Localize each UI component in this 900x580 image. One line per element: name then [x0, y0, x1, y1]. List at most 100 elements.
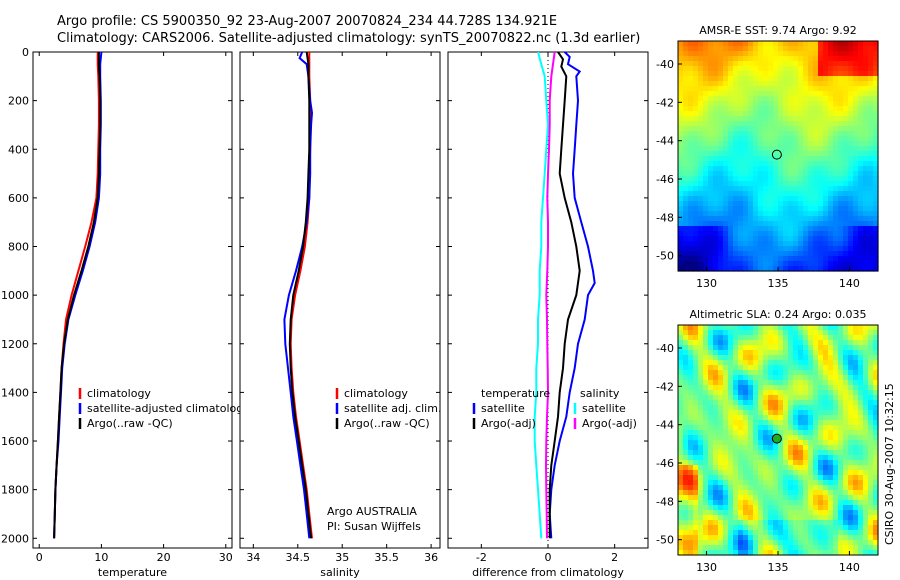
heatmap-cell — [803, 365, 809, 371]
heatmap-cell — [738, 91, 744, 97]
heatmap-cell — [773, 330, 779, 336]
heatmap-cell — [823, 91, 829, 97]
heatmap-cell — [828, 161, 834, 167]
heatmap-cell — [853, 440, 859, 446]
heatmap-cell — [868, 505, 874, 511]
heatmap-cell — [778, 335, 784, 341]
heatmap-cell — [793, 226, 799, 232]
heatmap-cell — [748, 345, 754, 351]
heatmap-cell — [833, 151, 839, 157]
heatmap-cell — [733, 450, 739, 456]
heatmap-cell — [848, 81, 854, 87]
heatmap-cell — [863, 131, 869, 137]
heatmap-cell — [753, 266, 759, 272]
heatmap-cell — [758, 166, 764, 172]
heatmap-cell — [783, 116, 789, 122]
heatmap-cell — [803, 475, 809, 481]
heatmap-cell — [823, 46, 829, 52]
heatmap-cell — [728, 201, 734, 207]
heatmap-cell — [758, 266, 764, 272]
heatmap-cell — [758, 430, 764, 436]
heatmap-cell — [848, 370, 854, 376]
y-tick-label: -50 — [656, 534, 674, 547]
heatmap-cell — [778, 96, 784, 102]
heatmap-cell — [768, 430, 774, 436]
heatmap-cell — [703, 191, 709, 197]
heatmap-cell — [823, 61, 829, 67]
heatmap-cell — [808, 46, 814, 52]
heatmap-cell — [773, 201, 779, 207]
heatmap-cell — [803, 101, 809, 107]
heatmap-cell — [743, 91, 749, 97]
heatmap-cell — [788, 156, 794, 162]
heatmap-cell — [793, 525, 799, 531]
heatmap-cell — [733, 330, 739, 336]
heatmap-cell — [768, 46, 774, 52]
heatmap-cell — [728, 181, 734, 187]
heatmap-cell — [683, 345, 689, 351]
heatmap-cell — [863, 490, 869, 496]
heatmap-cell — [853, 46, 859, 52]
heatmap-cell — [763, 66, 769, 72]
legend-label: satellite — [481, 402, 525, 415]
heatmap-cell — [723, 171, 729, 177]
heatmap-cell — [763, 395, 769, 401]
heatmap-cell — [723, 505, 729, 511]
heatmap-cell — [693, 76, 699, 82]
heatmap-cell — [708, 450, 714, 456]
heatmap-cell — [818, 525, 824, 531]
heatmap-cell — [723, 56, 729, 62]
heatmap-cell — [703, 415, 709, 421]
heatmap-cell — [873, 340, 879, 346]
heatmap-cell — [798, 370, 804, 376]
heatmap-cell — [853, 510, 859, 516]
heatmap-cell — [828, 390, 834, 396]
heatmap-cell — [788, 475, 794, 481]
heatmap-cell — [703, 490, 709, 496]
heatmap-cell — [798, 86, 804, 92]
heatmap-cell — [873, 81, 879, 87]
heatmap-cell — [793, 251, 799, 257]
heatmap-cell — [703, 360, 709, 366]
legend-label: Argo(..raw -QC) — [344, 417, 430, 430]
heatmap-cell — [868, 246, 874, 252]
heatmap-cell — [763, 360, 769, 366]
heatmap-cell — [743, 176, 749, 182]
heatmap-cell — [763, 450, 769, 456]
heatmap-cell — [723, 340, 729, 346]
heatmap-cell — [738, 261, 744, 267]
heatmap-cell — [873, 221, 879, 227]
heatmap-cell — [703, 226, 709, 232]
heatmap-cell — [863, 206, 869, 212]
heatmap-cell — [723, 41, 729, 47]
heatmap-cell — [773, 211, 779, 217]
heatmap-cell — [738, 465, 744, 471]
heatmap-cell — [838, 440, 844, 446]
heatmap-cell — [718, 410, 724, 416]
heatmap-cell — [793, 106, 799, 112]
heatmap-cell — [728, 400, 734, 406]
heatmap-cell — [783, 146, 789, 152]
heatmap-cell — [838, 530, 844, 536]
heatmap-cell — [818, 241, 824, 247]
heatmap-cell — [778, 191, 784, 197]
heatmap-cell — [688, 61, 694, 67]
heatmap-cell — [838, 111, 844, 117]
heatmap-cell — [793, 156, 799, 162]
heatmap-cell — [723, 141, 729, 147]
heatmap-cell — [848, 231, 854, 237]
heatmap-cell — [763, 206, 769, 212]
heatmap-cell — [868, 330, 874, 336]
heatmap-cell — [688, 121, 694, 127]
heatmap-cell — [683, 535, 689, 541]
heatmap-cell — [768, 86, 774, 92]
heatmap-cell — [853, 455, 859, 461]
heatmap-cell — [708, 345, 714, 351]
heatmap-cell — [703, 480, 709, 486]
heatmap-cell — [768, 525, 774, 531]
heatmap-cell — [803, 106, 809, 112]
heatmap-cell — [788, 440, 794, 446]
heatmap-cell — [738, 530, 744, 536]
heatmap-cell — [723, 420, 729, 426]
heatmap-cell — [778, 196, 784, 202]
